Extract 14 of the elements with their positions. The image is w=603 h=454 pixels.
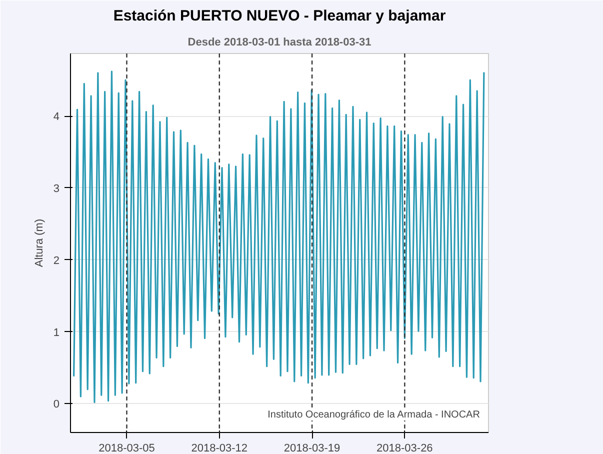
annotation: Instituto Oceanográfico de la Armada - INOCAR — [268, 410, 480, 420]
x-tick-label: 2018-03-12 — [191, 442, 248, 454]
y-axis-title: Altura (m) — [33, 218, 46, 268]
x-tick-label: 2018-03-05 — [98, 442, 155, 454]
x-tick-label: 2018-03-26 — [376, 442, 433, 454]
y-tick-label: 4 — [53, 111, 60, 124]
y-tick-label: 0 — [53, 398, 60, 411]
line-series — [73, 70, 485, 404]
chart-title: Estación PUERTO NUEVO - Pleamar y bajamar — [113, 8, 446, 24]
y-tick-label: 2 — [53, 254, 60, 267]
y-tick-label: 1 — [53, 326, 60, 339]
y-tick-label: 3 — [53, 182, 60, 195]
x-tick-label: 2018-03-19 — [284, 442, 340, 454]
chart-subtitle: Desde 2018-03-01 hasta 2018-03-31 — [188, 36, 372, 48]
